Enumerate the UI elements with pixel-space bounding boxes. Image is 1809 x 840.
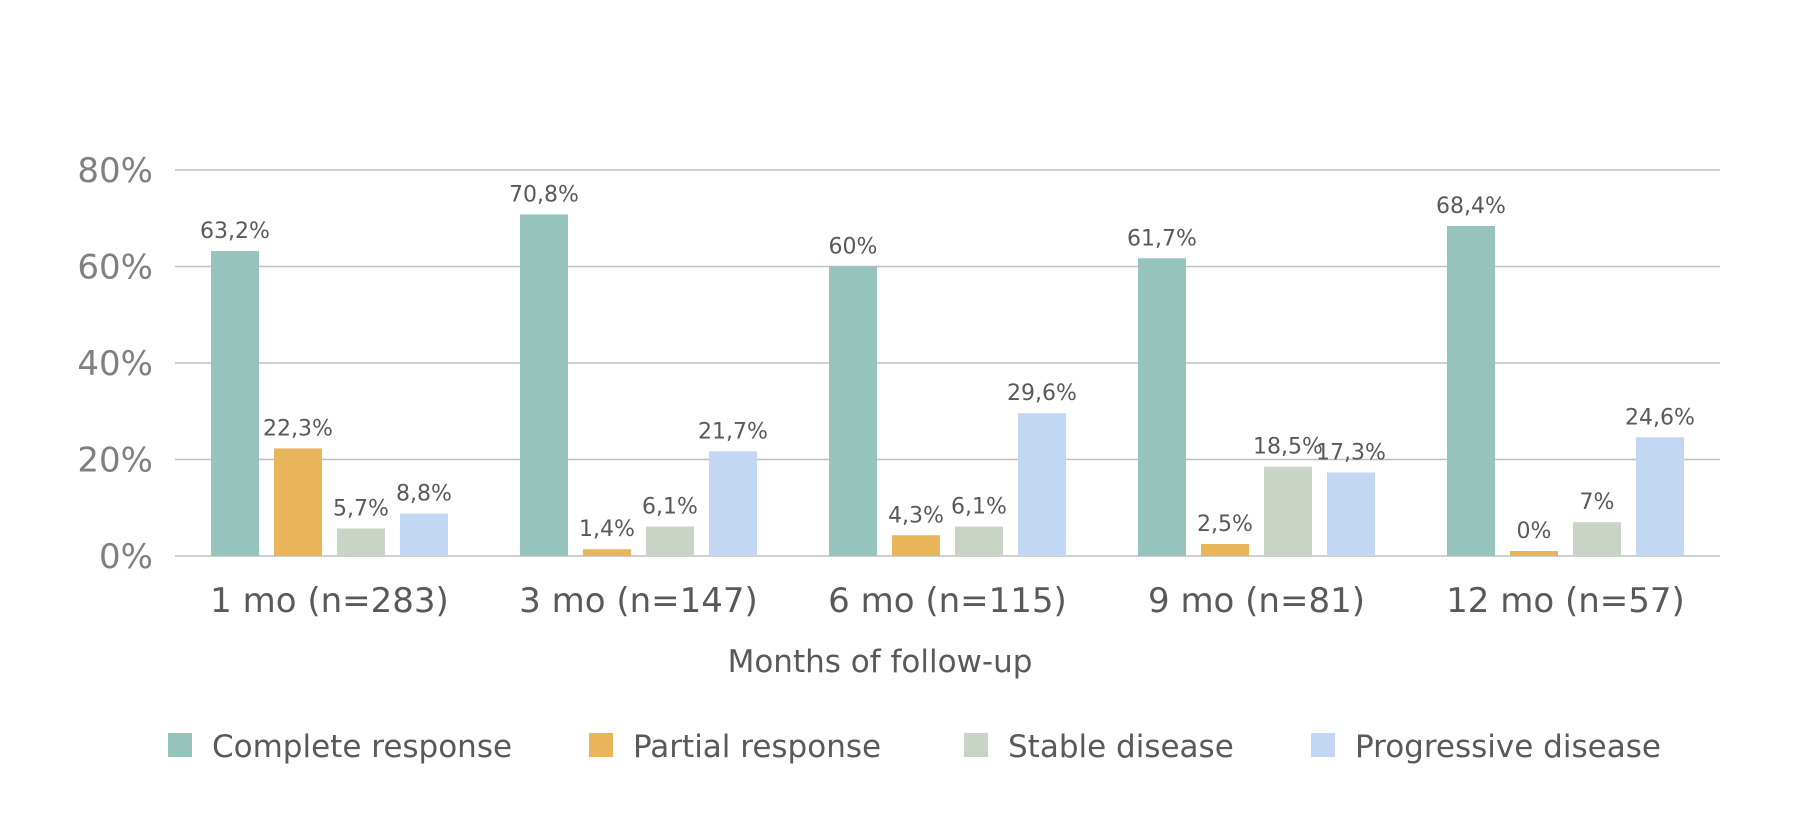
data-label-2-1: 4,3% <box>888 503 944 528</box>
data-label-1-2: 6,1% <box>642 495 698 520</box>
bar-0-1 <box>274 448 322 556</box>
data-label-1-1: 1,4% <box>579 517 635 542</box>
x-category-label-1: 3 mo (n=147) <box>519 581 758 621</box>
legend-label-2: Stable disease <box>1008 729 1234 765</box>
x-axis-category-labels: 1 mo (n=283) 3 mo (n=147) 6 mo (n=115) 9 mo… <box>210 581 1685 621</box>
data-label-3-1: 2,5% <box>1197 512 1253 537</box>
x-category-label-2: 6 mo (n=115) <box>828 581 1067 621</box>
bar-1-3 <box>709 451 757 556</box>
data-label-1-0: 70,8% <box>509 182 579 207</box>
data-label-3-0: 61,7% <box>1127 226 1197 251</box>
data-label-3-3: 17,3% <box>1316 441 1386 466</box>
data-label-4-1: 0% <box>1517 519 1552 544</box>
bar-4-2 <box>1573 522 1621 556</box>
bar-3-0 <box>1138 258 1186 556</box>
legend: Complete response Partial response Stable … <box>168 729 1661 765</box>
data-label-2-0: 60% <box>829 235 878 260</box>
bars <box>211 214 1684 556</box>
y-axis-tick-labels: 0% 20% 40% 60% 80% <box>77 151 153 577</box>
data-label-1-3: 21,7% <box>698 419 768 444</box>
x-axis-title: Months of follow-up <box>728 644 1033 680</box>
bar-2-0 <box>829 266 877 556</box>
data-label-3-2: 18,5% <box>1253 435 1323 460</box>
legend-swatch-3 <box>1311 733 1335 757</box>
data-label-4-3: 24,6% <box>1625 405 1695 430</box>
x-category-label-3: 9 mo (n=81) <box>1148 581 1365 621</box>
bar-4-1 <box>1510 551 1558 556</box>
x-category-label-0: 1 mo (n=283) <box>210 581 449 621</box>
bar-2-3 <box>1018 413 1066 556</box>
y-tick-label-2: 40% <box>77 344 153 384</box>
y-tick-label-4: 80% <box>77 151 153 191</box>
bar-2-2 <box>955 526 1003 556</box>
bar-2-1 <box>892 535 940 556</box>
legend-swatch-0 <box>168 733 192 757</box>
data-label-0-3: 8,8% <box>396 482 452 507</box>
data-label-0-1: 22,3% <box>263 416 333 441</box>
data-label-2-2: 6,1% <box>951 495 1007 520</box>
data-labels: 63,2% 22,3% 5,7% 8,8% 70,8% 1,4% 6,1% 21,7% 60% 4… <box>200 182 1695 544</box>
data-label-0-0: 63,2% <box>200 219 270 244</box>
legend-label-1: Partial response <box>633 729 881 765</box>
data-label-0-2: 5,7% <box>333 496 389 521</box>
x-category-label-4: 12 mo (n=57) <box>1446 581 1685 621</box>
y-tick-label-0: 0% <box>99 537 153 577</box>
data-label-4-0: 68,4% <box>1436 194 1506 219</box>
y-tick-label-1: 20% <box>77 441 153 481</box>
bar-0-0 <box>211 251 259 556</box>
legend-label-3: Progressive disease <box>1355 729 1661 765</box>
bar-4-0 <box>1447 225 1495 556</box>
bar-3-3 <box>1327 472 1375 556</box>
bar-0-3 <box>400 513 448 556</box>
legend-label-0: Complete response <box>212 729 512 765</box>
data-label-4-2: 7% <box>1580 490 1615 515</box>
y-tick-label-3: 60% <box>77 248 153 288</box>
bar-0-2 <box>337 528 385 556</box>
legend-swatch-1 <box>589 733 613 757</box>
bar-4-3 <box>1636 437 1684 556</box>
bar-3-2 <box>1264 466 1312 556</box>
data-label-2-3: 29,6% <box>1007 381 1077 406</box>
legend-swatch-2 <box>964 733 988 757</box>
bar-3-1 <box>1201 543 1249 556</box>
bar-1-1 <box>583 549 631 556</box>
bar-1-2 <box>646 526 694 556</box>
bar-1-0 <box>520 214 568 556</box>
